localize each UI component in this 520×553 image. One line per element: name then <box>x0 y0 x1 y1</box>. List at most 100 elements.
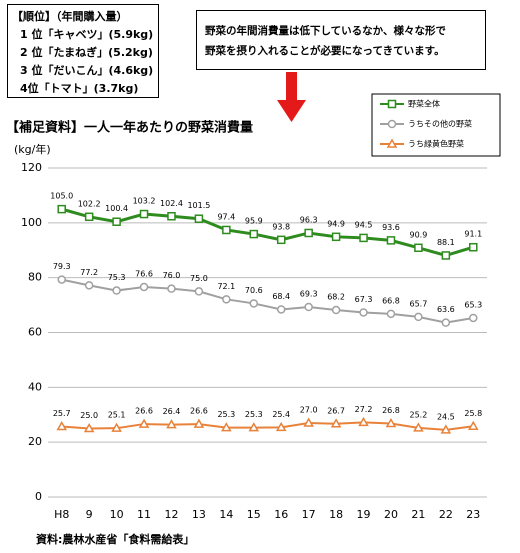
data-point <box>112 217 121 226</box>
data-point <box>467 420 479 431</box>
data-label: 69.3 <box>300 290 318 299</box>
y-tick-label: 100 <box>21 216 42 229</box>
x-tick-label: 11 <box>137 508 151 521</box>
data-label: 95.9 <box>245 217 263 226</box>
data-point <box>222 295 231 304</box>
data-label: 94.9 <box>327 219 345 228</box>
data-label: 101.5 <box>187 201 210 210</box>
series-line <box>61 421 474 431</box>
data-point <box>359 233 368 243</box>
y-tick-label: 40 <box>28 380 42 393</box>
data-point <box>111 422 122 432</box>
data-point <box>193 418 205 428</box>
data-label: 72.1 <box>217 282 235 291</box>
data-point <box>249 299 259 308</box>
data-label: 25.3 <box>217 410 235 419</box>
data-label: 102.2 <box>78 199 101 208</box>
note-box: 野菜の年間消費量は低下しているなか、様々な形で 野菜を摂り入れることが必要になっ… <box>196 10 486 70</box>
data-point <box>303 417 314 427</box>
x-tick-label: 21 <box>411 508 425 521</box>
data-point <box>248 422 260 432</box>
y-tick-label: 60 <box>28 326 42 339</box>
y-tick-label: 80 <box>28 271 42 284</box>
ranking-item: 4位「トマト」(3.7kg) <box>20 82 139 95</box>
data-label: 26.6 <box>135 407 153 416</box>
note-line: 野菜の年間消費量は低下しているなか、様々な形で <box>205 25 446 37</box>
data-label: 68.4 <box>272 292 290 301</box>
data-point <box>221 422 232 432</box>
x-tick-label: 18 <box>329 508 343 521</box>
data-point <box>276 305 286 314</box>
data-label: 26.7 <box>327 406 345 415</box>
x-tick-label: H8 <box>54 508 69 521</box>
data-point <box>304 228 313 238</box>
data-label: 65.7 <box>410 299 428 308</box>
data-label: 25.0 <box>80 411 98 420</box>
data-point <box>385 418 397 428</box>
data-point <box>139 282 149 292</box>
data-label: 76.6 <box>135 269 153 278</box>
data-point <box>84 212 94 222</box>
data-label: 68.2 <box>327 293 345 302</box>
data-point <box>138 418 150 428</box>
data-label: 77.2 <box>80 268 98 277</box>
data-label: 27.2 <box>355 405 373 414</box>
legend-marker <box>386 138 398 148</box>
data-point <box>139 209 149 219</box>
data-point <box>166 419 177 429</box>
data-point <box>469 313 478 323</box>
data-point <box>386 236 396 245</box>
x-tick-label: 9 <box>86 508 93 521</box>
data-label: 75.0 <box>190 274 208 283</box>
legend-box <box>371 93 501 157</box>
data-label: 75.3 <box>108 273 126 282</box>
data-point <box>194 287 204 296</box>
ranking-box: 【順位】（年間購入量） 1 位「キャベツ」(5.9kg) 2 位「たまねぎ」(5… <box>7 4 159 98</box>
ranking-item: 2 位「たまねぎ」(5.2kg) <box>20 46 153 59</box>
data-point <box>84 281 94 290</box>
y-axis-label: (kg/年) <box>14 142 51 156</box>
data-label: 26.8 <box>382 406 400 415</box>
data-label: 102.4 <box>160 199 183 208</box>
x-tick-label: 13 <box>192 508 206 521</box>
data-point <box>275 421 287 432</box>
x-tick-label: 19 <box>357 508 371 521</box>
x-tick-label: 12 <box>164 508 178 521</box>
arrow-head <box>277 100 306 122</box>
x-tick-label: 16 <box>274 508 288 521</box>
data-label: 94.5 <box>355 220 373 229</box>
data-point <box>330 418 342 428</box>
y-tick-label: 20 <box>28 435 42 448</box>
data-point <box>83 422 95 433</box>
data-point <box>249 229 259 239</box>
data-label: 66.8 <box>382 296 400 305</box>
data-label: 63.6 <box>437 305 455 314</box>
data-label: 105.0 <box>50 192 73 201</box>
data-point <box>469 242 478 252</box>
data-label: 25.1 <box>108 411 126 420</box>
data-label: 97.4 <box>217 212 235 221</box>
data-label: 76.0 <box>163 271 181 280</box>
x-tick-label: 10 <box>110 508 124 521</box>
data-label: 26.6 <box>190 407 208 416</box>
data-point <box>413 422 424 432</box>
x-tick-label: 15 <box>247 508 261 521</box>
data-label: 65.3 <box>464 300 482 309</box>
data-point <box>304 302 313 312</box>
x-tick-label: 14 <box>219 508 233 521</box>
data-point <box>441 318 451 327</box>
data-point <box>57 275 66 284</box>
data-label: 25.7 <box>53 409 71 418</box>
data-label: 96.3 <box>300 215 318 224</box>
data-point <box>194 214 204 223</box>
legend-marker <box>387 99 397 109</box>
data-label: 25.8 <box>464 409 482 418</box>
data-point <box>386 309 396 319</box>
data-point <box>276 235 286 245</box>
series-line <box>61 207 474 258</box>
data-point <box>167 284 176 293</box>
data-point <box>56 421 68 431</box>
data-label: 93.8 <box>272 222 290 231</box>
data-label: 67.3 <box>355 295 373 304</box>
